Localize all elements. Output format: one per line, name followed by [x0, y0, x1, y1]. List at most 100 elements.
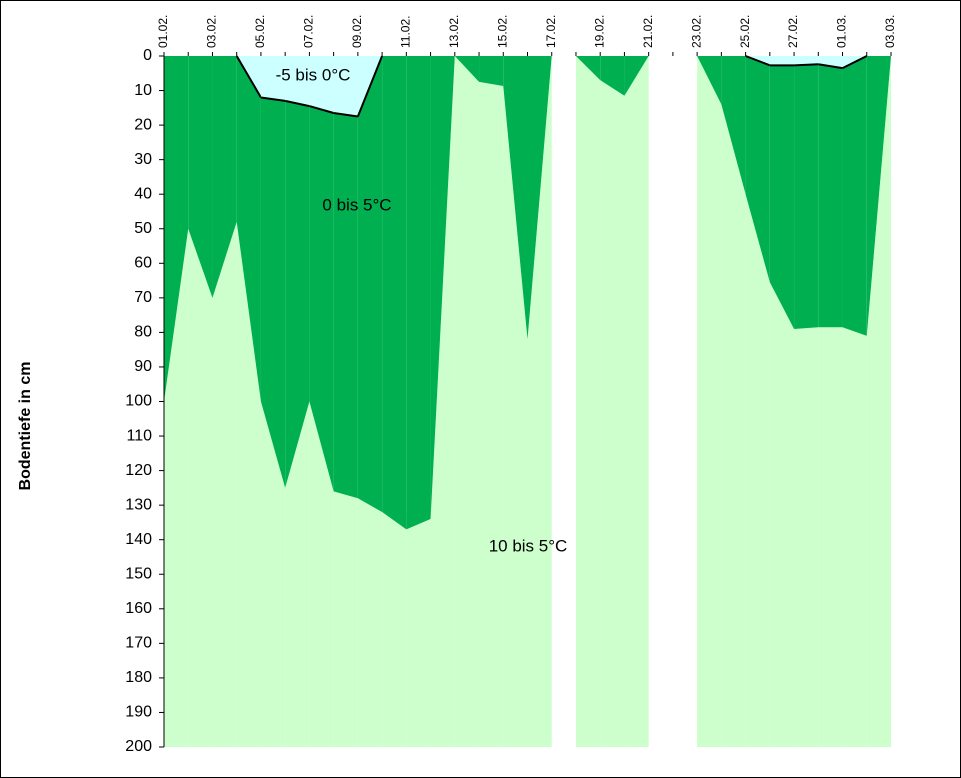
area-upper	[794, 56, 819, 66]
area-lower	[769, 282, 795, 747]
area-lower	[575, 56, 601, 747]
area-lower	[430, 56, 455, 747]
y-tick-label: 160	[125, 600, 152, 617]
x-tick-label: 05.02.	[253, 15, 267, 48]
y-tick-label: 100	[125, 393, 152, 410]
frost-line	[284, 99, 310, 108]
area-middle	[382, 56, 407, 530]
y-tick-label: 60	[134, 255, 152, 272]
area-lower	[236, 221, 261, 748]
area-middle	[188, 56, 213, 298]
area-lower	[212, 221, 237, 748]
area-middle	[430, 56, 455, 519]
y-tick-label: 70	[134, 289, 152, 306]
frost-line	[818, 63, 843, 70]
area-lower	[406, 518, 431, 747]
y-tick-label: 200	[125, 738, 152, 755]
area-lower	[479, 81, 504, 748]
y-tick-label: 140	[125, 531, 152, 548]
y-tick-label: 10	[134, 82, 152, 99]
y-axis-label: Bodentiefe in cm	[17, 362, 34, 491]
area-middle	[600, 56, 625, 96]
area-middle	[479, 56, 504, 87]
area-middle	[818, 64, 843, 328]
y-tick-label: 130	[125, 496, 152, 513]
x-tick-label: 03.03.	[883, 15, 897, 48]
region-label: 0 bis 5°C	[322, 195, 391, 214]
area-upper	[333, 56, 358, 117]
area-middle	[575, 56, 601, 81]
y-tick-label: 90	[134, 358, 152, 375]
area-lower	[721, 104, 746, 748]
x-tick-label: 01.02.	[156, 15, 170, 48]
x-tick-label: 19.02.	[592, 15, 606, 48]
y-tick-label: 180	[125, 669, 152, 686]
area-middle	[721, 56, 746, 195]
area-middle	[697, 56, 722, 105]
area-lower	[503, 86, 528, 748]
y-tick-label: 190	[125, 704, 152, 721]
area-middle	[212, 56, 237, 298]
frost-line	[745, 55, 771, 67]
x-tick-label: 03.02.	[205, 15, 219, 48]
x-tick-label: 13.02.	[447, 15, 461, 48]
y-tick-label: 80	[134, 324, 152, 341]
frost-line	[333, 112, 359, 118]
area-middle	[842, 56, 867, 336]
area-lower	[333, 491, 358, 747]
area-upper	[260, 56, 286, 101]
area-middle	[260, 97, 286, 488]
area-middle	[745, 56, 770, 283]
area-lower	[260, 401, 286, 747]
area-lower	[527, 56, 552, 747]
region-label: -5 bis 0°C	[276, 65, 351, 84]
area-lower	[188, 228, 213, 747]
area-upper	[285, 56, 310, 107]
area-middle	[164, 56, 189, 402]
frost-line	[235, 55, 262, 98]
area-lower	[285, 401, 310, 747]
area-lower	[697, 56, 722, 747]
area-lower	[624, 56, 649, 747]
y-tick-label: 0	[143, 47, 152, 64]
area-middle	[309, 106, 334, 492]
area-lower	[818, 327, 843, 747]
area-middle	[624, 56, 649, 96]
area-lower	[357, 498, 383, 747]
x-tick-label: 21.02.	[641, 15, 655, 48]
area-middle	[454, 56, 480, 82]
frost-line	[260, 96, 286, 102]
y-tick-label: 30	[134, 151, 152, 168]
y-tick-label: 150	[125, 565, 152, 582]
x-tick-label: 17.02.	[544, 15, 558, 48]
y-tick-label: 170	[125, 635, 152, 652]
area-middle	[406, 56, 431, 530]
area-middle	[503, 56, 528, 340]
area-middle	[794, 64, 819, 329]
area-lower	[866, 56, 891, 747]
area-middle	[333, 113, 358, 499]
area-upper	[769, 56, 795, 66]
area-middle	[357, 56, 383, 513]
y-tick-label: 20	[134, 116, 152, 133]
x-tick-label: 09.02.	[350, 15, 364, 48]
area-lower	[382, 512, 407, 747]
x-tick-label: 25.02.	[738, 15, 752, 48]
area-middle	[285, 100, 310, 488]
area-middle	[527, 56, 552, 340]
area-middle	[236, 56, 261, 402]
frost-line	[842, 55, 868, 69]
x-tick-label: 27.02.	[786, 15, 800, 48]
area-upper	[309, 56, 334, 114]
area-lower	[309, 401, 334, 747]
x-tick-label: 01.03.	[835, 15, 849, 48]
area-lower	[454, 56, 480, 747]
x-tick-label: 07.02.	[302, 15, 316, 48]
area-lower	[794, 327, 819, 747]
y-tick-label: 40	[134, 185, 152, 202]
y-tick-label: 120	[125, 462, 152, 479]
area-middle	[866, 56, 891, 336]
frost-line	[794, 63, 819, 67]
x-tick-label: 15.02.	[495, 15, 509, 48]
